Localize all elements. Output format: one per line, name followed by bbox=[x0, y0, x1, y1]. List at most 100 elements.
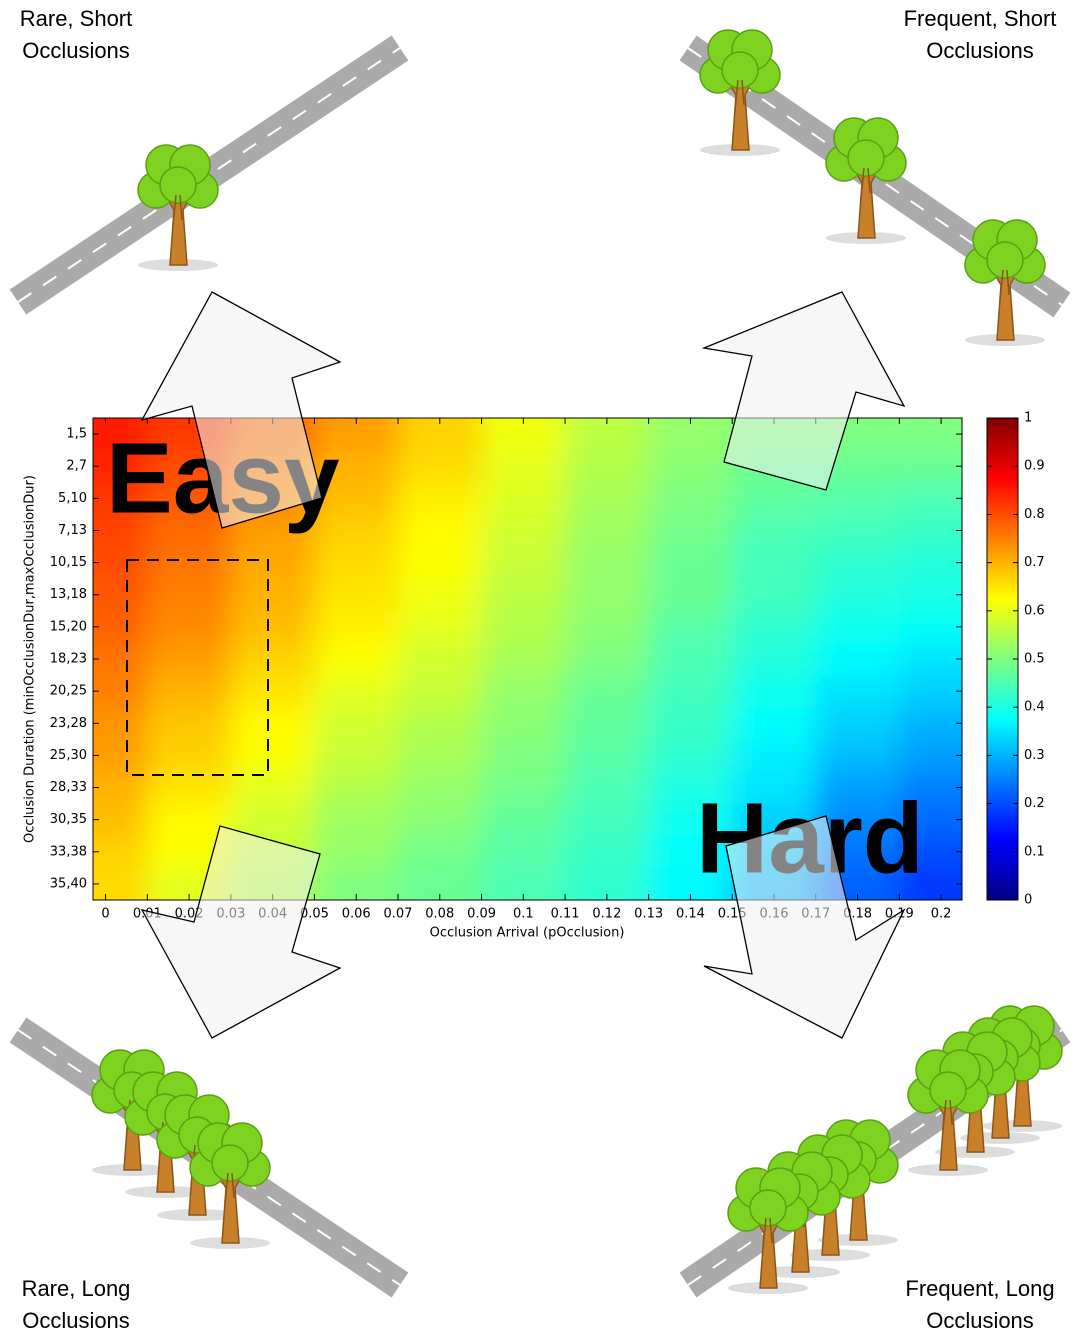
heat-cell bbox=[899, 418, 962, 451]
heat-cell bbox=[648, 642, 733, 676]
y-tick-label: 25,30 bbox=[50, 748, 87, 763]
heat-cell bbox=[899, 835, 962, 869]
heat-cell bbox=[565, 707, 650, 740]
y-tick-label: 18,23 bbox=[50, 652, 87, 667]
y-tick-label: 10,15 bbox=[50, 555, 87, 570]
heat-cell bbox=[147, 771, 232, 805]
heat-cell bbox=[899, 450, 962, 483]
heat-cell bbox=[93, 450, 148, 483]
heat-cell bbox=[481, 707, 566, 740]
heat-cell bbox=[648, 707, 733, 740]
heat-cell bbox=[732, 546, 817, 580]
heat-cell bbox=[397, 835, 483, 869]
corner-label: Occlusions bbox=[22, 1308, 130, 1333]
heat-cell bbox=[397, 803, 483, 837]
heat-cell bbox=[565, 642, 650, 676]
heat-cell bbox=[314, 578, 399, 612]
x-tick-label: 0.2 bbox=[931, 907, 952, 922]
colorbar-tick-label: 1 bbox=[1024, 411, 1032, 426]
heat-cell bbox=[314, 707, 399, 740]
arrows bbox=[140, 291, 906, 1039]
heat-cell bbox=[93, 578, 148, 612]
heat-cell bbox=[648, 482, 733, 515]
heat-cell bbox=[230, 707, 315, 740]
corner-label: Rare, Long bbox=[22, 1276, 131, 1301]
heat-cell bbox=[565, 514, 650, 548]
heat-cell bbox=[397, 707, 483, 740]
corner-label: Occlusions bbox=[926, 1308, 1034, 1333]
heat-cell bbox=[481, 610, 566, 644]
y-tick-label: 28,33 bbox=[50, 780, 87, 795]
x-tick-label: 0.11 bbox=[551, 907, 580, 922]
heat-cell bbox=[899, 771, 962, 805]
heat-cell bbox=[815, 707, 900, 740]
heat-cell bbox=[481, 803, 566, 837]
heat-cell bbox=[230, 610, 315, 644]
heat-cell bbox=[481, 578, 566, 612]
heat-cell bbox=[397, 578, 483, 612]
y-tick-label: 1,5 bbox=[66, 427, 87, 442]
heat-cell bbox=[93, 642, 148, 676]
heat-cell bbox=[899, 482, 962, 515]
heat-cell bbox=[899, 546, 962, 580]
heat-cell bbox=[648, 546, 733, 580]
y-tick-label: 7,13 bbox=[58, 523, 87, 538]
heat-cell bbox=[397, 642, 483, 676]
corner-label: Occlusions bbox=[22, 38, 130, 63]
heat-cell bbox=[93, 803, 148, 837]
heat-cell bbox=[899, 739, 962, 772]
heat-cell bbox=[314, 546, 399, 580]
y-tick-label: 35,40 bbox=[50, 876, 87, 891]
y-tick-label: 2,7 bbox=[66, 459, 87, 474]
heat-cell bbox=[314, 835, 399, 869]
heat-cell bbox=[815, 482, 900, 515]
x-tick-label: 0.07 bbox=[384, 907, 413, 922]
heat-cell bbox=[230, 546, 315, 580]
heat-cell bbox=[899, 514, 962, 548]
colorbar-tick-label: 0.7 bbox=[1024, 555, 1045, 570]
heat-cell bbox=[147, 642, 232, 676]
heat-cell bbox=[815, 578, 900, 612]
heat-cell bbox=[481, 482, 566, 515]
heat-cell bbox=[93, 835, 148, 869]
heat-cell bbox=[147, 514, 232, 548]
heat-cell bbox=[815, 739, 900, 772]
heat-cell bbox=[481, 546, 566, 580]
heat-cell bbox=[230, 803, 315, 837]
heat-cell bbox=[397, 546, 483, 580]
heat-cell bbox=[147, 739, 232, 772]
colorbar-tick-label: 0.9 bbox=[1024, 459, 1045, 474]
heat-cell bbox=[565, 739, 650, 772]
heat-cell bbox=[397, 739, 483, 772]
heat-cell bbox=[815, 675, 900, 708]
heat-cell bbox=[565, 835, 650, 869]
heat-cell bbox=[314, 771, 399, 805]
heat-cell bbox=[397, 514, 483, 548]
heat-cell bbox=[732, 642, 817, 676]
heat-cell bbox=[481, 739, 566, 772]
heat-cell bbox=[648, 739, 733, 772]
heat-cell bbox=[732, 578, 817, 612]
heat-cell bbox=[648, 450, 733, 483]
colorbar-tick-label: 0.6 bbox=[1024, 603, 1045, 618]
heat-cell bbox=[147, 578, 232, 612]
heat-cell bbox=[230, 739, 315, 772]
heat-cell bbox=[397, 450, 483, 483]
heat-cell bbox=[732, 739, 817, 772]
heat-cell bbox=[899, 707, 962, 740]
heat-cell bbox=[314, 642, 399, 676]
y-tick-label: 20,25 bbox=[50, 684, 87, 699]
heat-cell bbox=[93, 418, 148, 451]
corner-label: Rare, Short bbox=[20, 6, 133, 31]
heat-cell bbox=[732, 482, 817, 515]
x-tick-label: 0.09 bbox=[467, 907, 496, 922]
heat-cell bbox=[815, 642, 900, 676]
colorbar bbox=[986, 417, 1019, 901]
x-tick-label: 0.1 bbox=[513, 907, 534, 922]
heat-cell bbox=[648, 835, 733, 869]
y-tick-label: 30,35 bbox=[50, 812, 87, 827]
y-tick-label: 15,20 bbox=[50, 619, 87, 634]
y-tick-label: 13,18 bbox=[50, 587, 87, 602]
heat-cell bbox=[147, 675, 232, 708]
heat-cell bbox=[481, 835, 566, 869]
